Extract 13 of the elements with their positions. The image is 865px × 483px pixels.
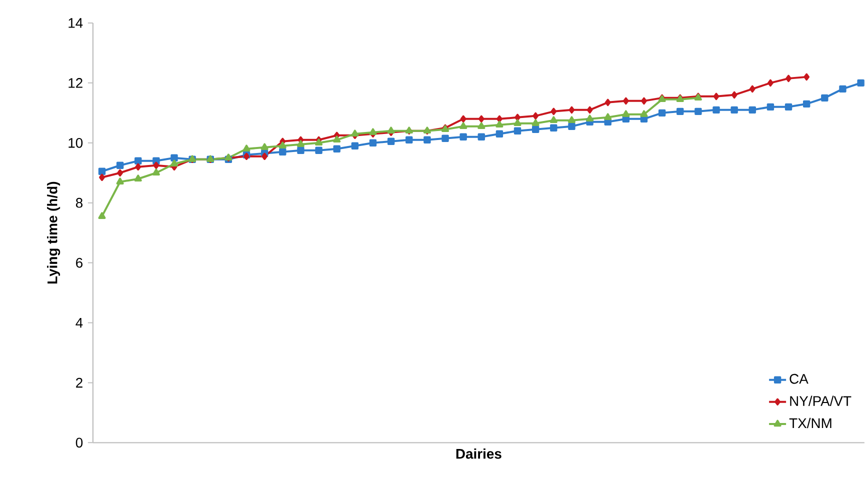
y-tick-label: 10 [68,138,83,148]
x-axis-title: Dairies [456,448,502,459]
y-tick-label: 14 [68,18,83,28]
y-axis-title: Lying time (h/d) [47,182,60,284]
legend-label: NY/PA/VT [790,396,852,406]
y-tick-label: 12 [68,78,82,88]
y-tick-label: 2 [76,378,82,388]
y-tick-label: 8 [76,198,82,208]
y-tick-label: 4 [76,318,83,328]
legend-label: TX/NM [789,418,832,428]
y-tick-label: 6 [76,258,82,268]
legend-label: CA [790,374,808,384]
y-tick-label: 0 [76,438,83,448]
